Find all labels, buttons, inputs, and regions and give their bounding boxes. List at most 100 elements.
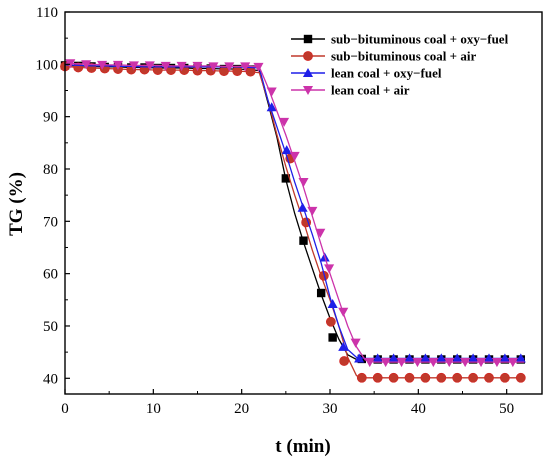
legend-item: sub−bituminous coal + air [291, 49, 476, 64]
data-point [297, 202, 308, 212]
legend-label: sub−bituminous coal + oxy−fuel [331, 32, 509, 47]
series-line [64, 64, 525, 361]
data-point [354, 353, 365, 363]
data-point [404, 353, 415, 363]
data-point [281, 174, 291, 183]
data-point [428, 358, 439, 368]
x-tick-label: 50 [499, 401, 514, 417]
legend-marker [302, 67, 314, 78]
data-point [412, 358, 423, 368]
data-point [232, 66, 243, 77]
data-point [388, 372, 399, 383]
y-tick-label: 90 [43, 110, 58, 126]
data-point [266, 87, 277, 97]
data-point [240, 62, 251, 72]
legend-label: sub−bituminous coal + air [331, 49, 476, 64]
data-point [289, 151, 300, 161]
legend-item: lean coal + air [291, 83, 410, 98]
legend-item: lean coal + oxy−fuel [291, 66, 442, 81]
data-point [324, 264, 335, 274]
y-tick-label: 40 [43, 371, 58, 387]
data-point [315, 228, 326, 238]
axis-ticks: 0 10 20 30 40 50 40 50 60 70 80 90 100 110 [36, 5, 515, 417]
data-point [307, 206, 318, 216]
data-point [325, 316, 336, 327]
x-tick-label: 20 [234, 401, 249, 417]
series-line [64, 65, 525, 379]
data-point [483, 353, 495, 363]
plot-frame [64, 11, 543, 395]
series-2 [60, 61, 526, 383]
data-point [266, 102, 277, 112]
data-point [253, 62, 264, 72]
data-point [327, 298, 338, 309]
data-point [452, 353, 463, 363]
data-point [299, 236, 308, 245]
data-point [436, 372, 447, 383]
data-point [460, 358, 471, 368]
data-point [316, 288, 326, 298]
data-point [160, 61, 171, 71]
legend: sub−bituminous coal + oxy−fuel sub−bitumi… [291, 32, 509, 98]
data-point [420, 372, 431, 383]
data-point [436, 353, 447, 363]
data-point [515, 372, 526, 383]
data-point [476, 358, 487, 368]
series-4 [64, 59, 525, 368]
x-tick-label: 30 [323, 401, 338, 417]
series-1 [60, 61, 525, 364]
data-point [81, 60, 92, 70]
y-tick-label: 70 [43, 214, 58, 230]
y-axis-title: TG (%) [6, 172, 27, 236]
data-point [404, 372, 415, 383]
data-point [499, 353, 510, 363]
data-point [364, 358, 375, 368]
y-tick-label: 100 [36, 57, 59, 73]
x-axis-title: t (min) [275, 436, 330, 457]
data-point [219, 66, 229, 77]
y-tick-label: 60 [43, 267, 58, 283]
x-tick-label: 10 [146, 401, 161, 417]
data-point [468, 353, 479, 363]
y-tick-label: 50 [43, 319, 58, 335]
x-tick-label: 40 [411, 401, 426, 417]
data-point [356, 372, 367, 383]
legend-marker [303, 34, 313, 44]
data-point [388, 353, 399, 363]
data-point [444, 358, 455, 368]
data-point [338, 341, 349, 351]
x-tick-label: 0 [61, 401, 69, 417]
data-point [339, 356, 350, 366]
data-point [176, 61, 187, 71]
data-point [396, 358, 407, 368]
data-point [515, 353, 526, 363]
data-point [484, 372, 494, 383]
data-point [468, 372, 478, 383]
data-point [298, 178, 309, 188]
y-tick-label: 80 [43, 162, 58, 178]
legend-label: lean coal + oxy−fuel [331, 66, 442, 81]
data-point [97, 60, 108, 70]
data-point [420, 353, 431, 363]
data-point [372, 372, 383, 383]
data-point [507, 358, 518, 368]
data-point [372, 353, 383, 363]
data-point [491, 358, 502, 368]
data-point [452, 372, 463, 383]
data-point [350, 338, 361, 348]
legend-marker [303, 51, 313, 61]
data-point [208, 62, 219, 72]
legend-item: sub−bituminous coal + oxy−fuel [291, 32, 509, 47]
series-layer [60, 59, 526, 383]
data-point [65, 59, 76, 69]
data-point [224, 62, 235, 72]
data-point [328, 333, 337, 342]
data-point [144, 61, 155, 71]
data-point [128, 61, 139, 71]
data-point [338, 307, 349, 317]
data-point [279, 117, 290, 127]
legend-marker [302, 85, 314, 96]
data-point [112, 60, 124, 70]
y-tick-label: 110 [36, 5, 58, 21]
